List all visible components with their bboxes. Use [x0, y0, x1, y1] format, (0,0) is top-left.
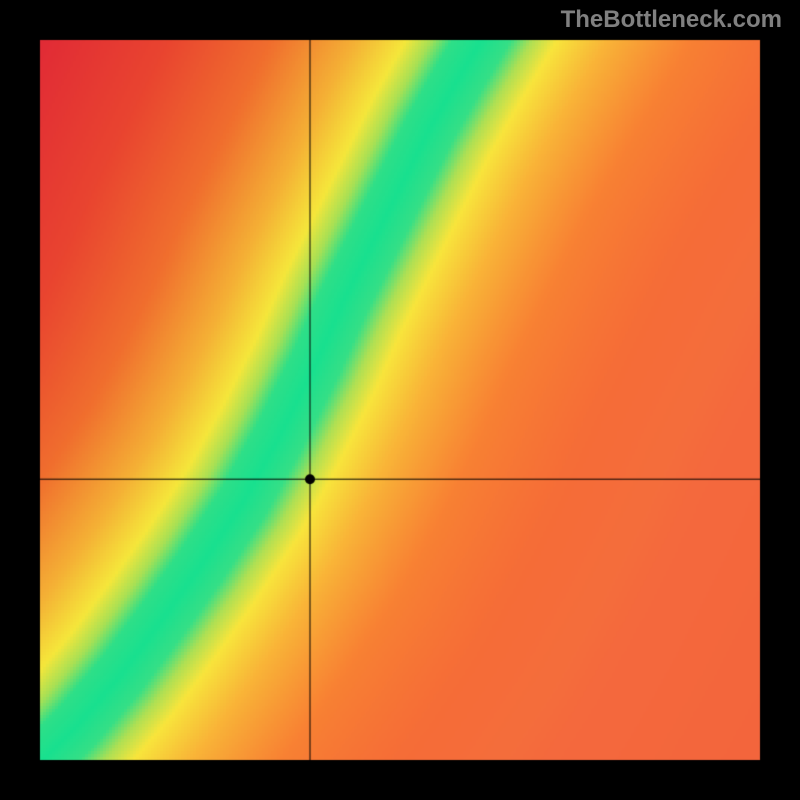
chart-container: TheBottleneck.com	[0, 0, 800, 800]
heatmap-canvas	[0, 0, 800, 800]
watermark-text: TheBottleneck.com	[561, 6, 782, 34]
